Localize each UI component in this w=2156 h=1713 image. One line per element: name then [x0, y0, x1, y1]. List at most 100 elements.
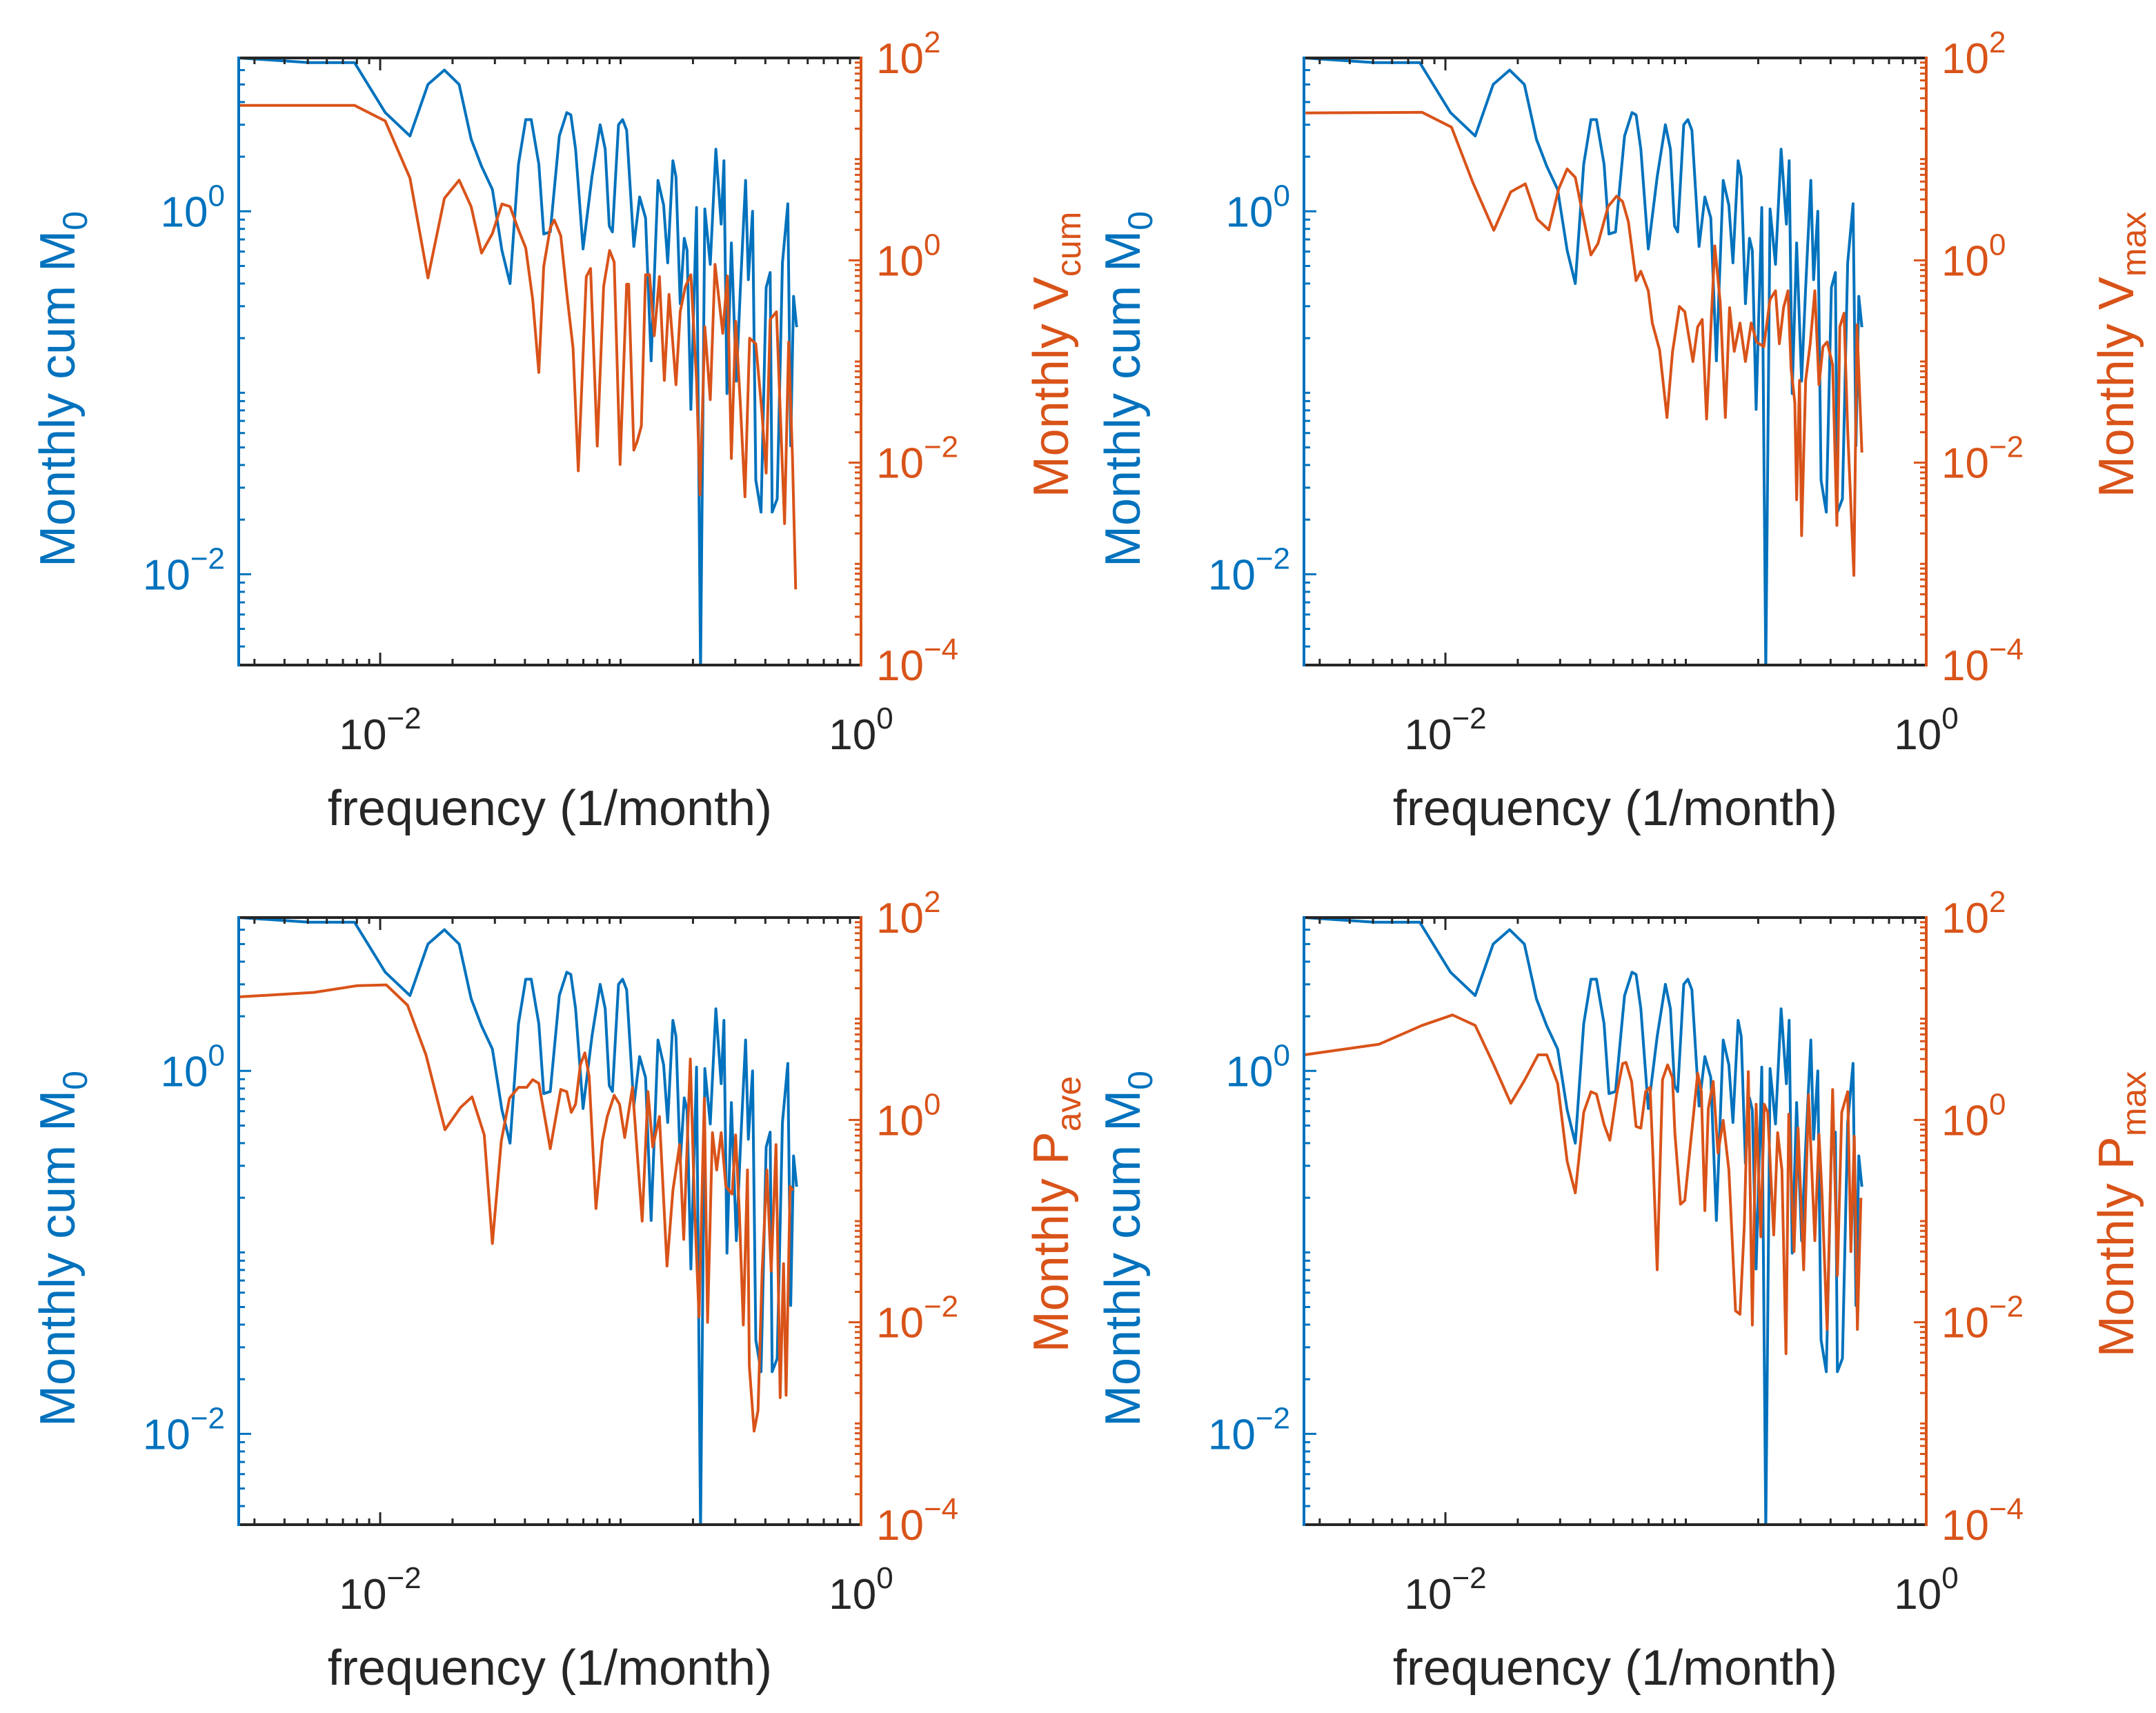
y-right-tick-label: 102 — [1941, 885, 2006, 942]
y-left-tick-label-base: 10 — [143, 551, 190, 599]
y-right-tick-label-exponent: −2 — [924, 430, 958, 464]
x-axis-label: frequency (1/month) — [1393, 1641, 1837, 1696]
y-right-tick-label-exponent: −4 — [1989, 633, 2024, 666]
y-right-tick-label-exponent: 2 — [924, 26, 940, 59]
y-right-axis-label-text: Monthly P — [2089, 1136, 2144, 1357]
y-right-axis-label-text: Monthly P — [1024, 1131, 1079, 1352]
y-left-tick-label-exponent: −2 — [1256, 542, 1290, 575]
y-left-axis-label: Monthly cum M0 — [1096, 211, 1160, 567]
y-left-axis-label-subscript: 0 — [56, 1071, 95, 1090]
y-right-tick-label-base: 10 — [1941, 440, 1989, 488]
y-left-tick-label: 100 — [1226, 179, 1290, 236]
y-left-tick-label-base: 10 — [161, 188, 208, 236]
x-tick-label-base: 10 — [339, 711, 386, 759]
series-line-monthly-max — [1304, 1013, 1863, 1356]
series-group — [1304, 58, 1863, 665]
y-right-tick-label: 102 — [1941, 26, 2006, 83]
x-tick-label-base: 10 — [1404, 1571, 1452, 1618]
x-tick-label: 10−2 — [1404, 702, 1486, 759]
y-right-axis-label: Monthly Pave — [1024, 1076, 1088, 1353]
series-line-monthly-cum-m0 — [239, 58, 798, 665]
y-right-tick-label-exponent: −2 — [1989, 430, 2024, 464]
y-left-tick-label: 100 — [1226, 1038, 1290, 1096]
x-tick-label: 100 — [829, 702, 893, 759]
y-right-axis-label: Monthly Vmax — [2089, 212, 2153, 498]
x-tick-label: 100 — [1894, 1561, 1958, 1618]
x-tick-label-exponent: −2 — [386, 702, 421, 735]
y-right-axis-label-text: Monthly V — [2089, 277, 2144, 497]
y-left-axis-label-subscript: 0 — [1121, 211, 1160, 230]
y-right-tick-label-base: 10 — [1941, 1502, 1989, 1549]
series-line-monthly-ave — [239, 983, 794, 1433]
x-tick-label-exponent: −2 — [386, 1561, 421, 1595]
series-group — [1304, 918, 1863, 1525]
y-left-axis-label: Monthly cum M0 — [30, 211, 95, 567]
y-right-axis-label-subscript: max — [2115, 212, 2153, 277]
y-left-tick-label-exponent: −2 — [190, 1401, 225, 1435]
y-right-tick-label-base: 10 — [876, 35, 924, 83]
y-right-axis-label-subscript: cum — [1049, 212, 1088, 277]
y-right-tick-label-exponent: −2 — [924, 1290, 958, 1324]
y-right-tick-label-base: 10 — [1941, 1097, 1989, 1145]
y-right-tick-label-base: 10 — [1941, 237, 1989, 285]
y-right-tick-label-exponent: 0 — [924, 228, 940, 261]
y-left-axis-label-text: Monthly cum M — [30, 230, 86, 567]
y-right-tick-label: 10−4 — [876, 1492, 958, 1549]
x-tick-label-exponent: 0 — [876, 1561, 893, 1595]
y-left-tick-label: 10−2 — [1208, 1401, 1290, 1458]
y-right-axis-label-subscript: ave — [1049, 1076, 1088, 1132]
series-line-monthly-max — [1305, 110, 1863, 577]
y-right-tick-label: 10−2 — [876, 1290, 958, 1347]
y-right-tick-label-exponent: −2 — [1989, 1290, 2024, 1324]
y-right-tick-label-exponent: 2 — [1989, 885, 2006, 919]
y-right-tick-label-base: 10 — [876, 1300, 924, 1347]
y-right-tick-label-exponent: 0 — [1989, 1087, 2006, 1121]
x-tick-label-base: 10 — [829, 1571, 876, 1618]
y-right-tick-label: 100 — [876, 1087, 940, 1145]
y-right-tick-label-base: 10 — [876, 237, 924, 285]
y-left-tick-label: 10−2 — [143, 542, 225, 599]
x-tick-label-base: 10 — [1894, 1571, 1941, 1618]
y-right-tick-label-exponent: 0 — [924, 1087, 940, 1121]
y-left-tick-label-exponent: −2 — [190, 542, 225, 575]
y-left-axis-label-subscript: 0 — [56, 211, 95, 230]
y-right-tick-label: 102 — [876, 26, 940, 83]
y-right-tick-label-base: 10 — [876, 642, 924, 690]
y-right-tick-label: 10−4 — [876, 633, 958, 690]
y-right-tick-label-exponent: 2 — [1989, 26, 2006, 59]
x-axis-label: frequency (1/month) — [328, 781, 772, 836]
series-line-monthly-cum-m0 — [1304, 918, 1863, 1525]
y-left-tick-label-exponent: 0 — [208, 1038, 225, 1072]
y-right-tick-label: 100 — [1941, 228, 2006, 285]
y-left-axis-label: Monthly cum M0 — [1096, 1071, 1160, 1427]
y-right-axis-label: Monthly Vcum — [1024, 212, 1088, 498]
y-left-tick-label: 10−2 — [1208, 542, 1290, 599]
x-tick-label: 100 — [829, 1561, 893, 1618]
y-left-tick-label-base: 10 — [1226, 1048, 1274, 1096]
series-group — [239, 918, 798, 1525]
series-line-monthly-cum-m0 — [239, 918, 798, 1525]
x-tick-label: 10−2 — [339, 1561, 421, 1618]
y-right-tick-label-base: 10 — [876, 1097, 924, 1145]
y-right-tick-label-exponent: −4 — [924, 1492, 958, 1526]
y-right-tick-label-base: 10 — [1941, 642, 1989, 690]
y-right-tick-label: 10−2 — [876, 430, 958, 488]
x-tick-label: 10−2 — [339, 702, 421, 759]
x-tick-label: 100 — [1894, 702, 1958, 759]
y-right-tick-label-exponent: −4 — [924, 633, 958, 666]
x-tick-label-exponent: 0 — [1941, 702, 1958, 735]
y-left-tick-label: 10−2 — [143, 1401, 225, 1458]
x-tick-label-exponent: −2 — [1452, 702, 1486, 735]
y-left-tick-label-exponent: −2 — [1256, 1401, 1290, 1435]
y-left-tick-label-exponent: 0 — [1274, 179, 1290, 212]
y-right-tick-label: 10−4 — [1941, 1492, 2024, 1549]
y-right-tick-label-base: 10 — [1941, 895, 1989, 942]
y-left-tick-label-exponent: 0 — [208, 179, 225, 212]
y-right-tick-label-exponent: −4 — [1989, 1492, 2024, 1526]
y-right-tick-label: 102 — [876, 885, 940, 942]
y-right-tick-label-base: 10 — [876, 1502, 924, 1549]
y-right-tick-label: 100 — [876, 228, 940, 285]
